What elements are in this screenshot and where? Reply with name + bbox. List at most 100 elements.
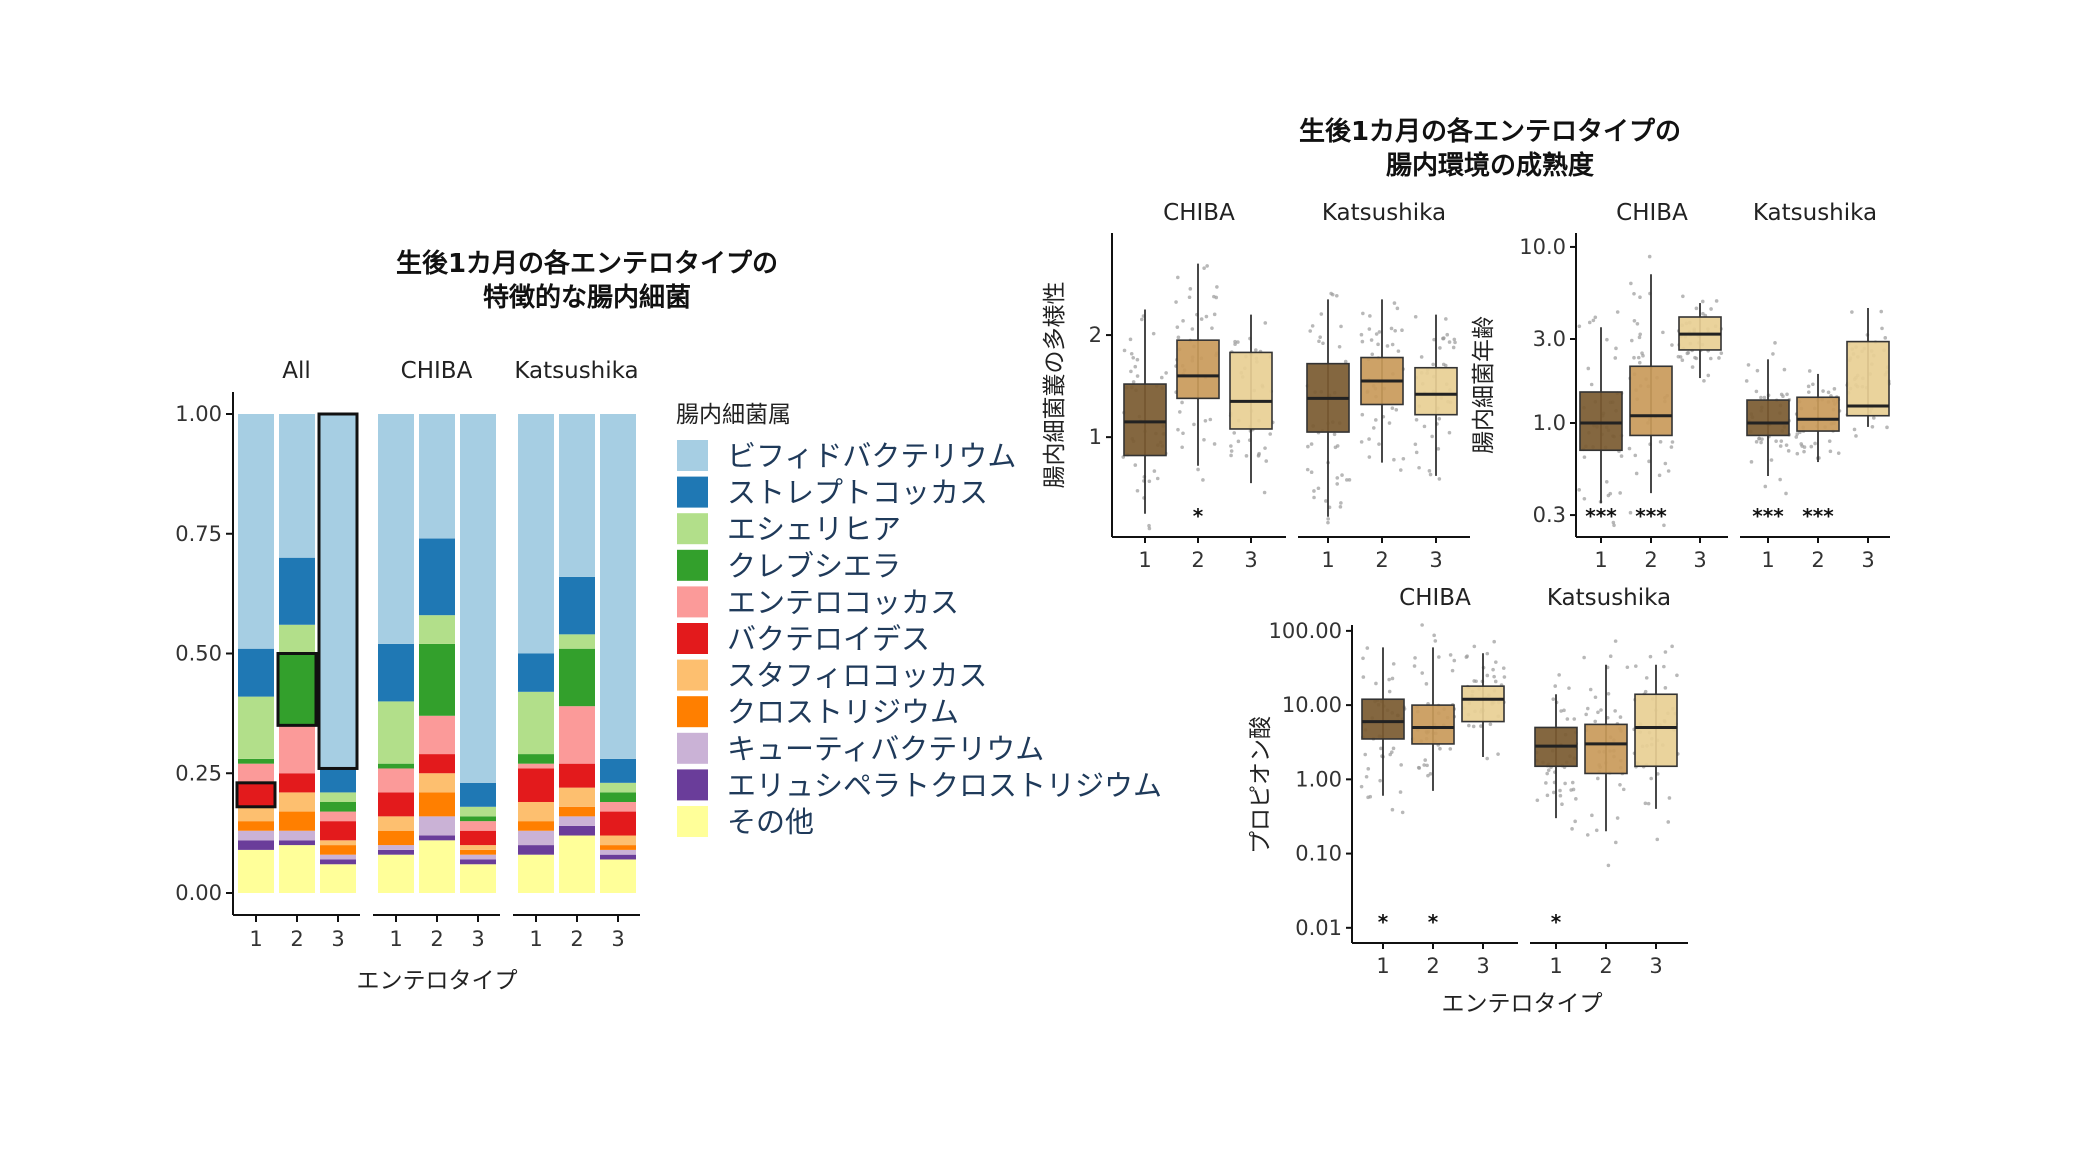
box-jitter-point <box>1643 689 1648 694</box>
box-facet-label: CHIBA <box>1399 585 1471 611</box>
box-jitter-point <box>1544 781 1548 785</box>
bar-segment <box>378 816 414 831</box>
box-jitter-point <box>1661 330 1665 335</box>
legend-label: エリュシペラトクロストリジウム <box>727 768 1162 802</box>
box-jitter-point <box>1147 523 1151 528</box>
box-jitter-point <box>1606 691 1611 696</box>
box-jitter-point <box>1646 801 1651 806</box>
box-jitter-point <box>1178 410 1182 414</box>
box-jitter-point <box>1560 802 1564 806</box>
box-jitter-point <box>1212 442 1217 446</box>
box-jitter-point <box>1700 299 1705 304</box>
bar-segment <box>238 696 274 759</box>
box-jitter-point <box>1413 314 1418 319</box>
box-jitter-point <box>1371 426 1376 430</box>
box-jitter-point <box>1152 469 1157 473</box>
box-jitter-point <box>1852 427 1857 432</box>
box-jitter-point <box>1129 351 1134 356</box>
box-jitter-point <box>1744 379 1749 383</box>
box-jitter-point <box>1666 820 1671 824</box>
box-jitter-point <box>1426 773 1430 778</box>
box-jitter-point <box>1854 434 1858 438</box>
stacked-bar-chart: 0.00 0.25 0.50 0.75 1.00 All 1 2 3 CHIBA 1 2 3 Katsus… <box>175 358 640 994</box>
bar-segment <box>559 634 595 649</box>
bar-segment <box>419 643 455 716</box>
box-jitter-point <box>1377 330 1382 334</box>
box-jitter-point <box>1570 827 1574 831</box>
box-jitter-point <box>1376 342 1380 347</box>
box-jitter-point <box>1850 310 1854 314</box>
bar-segment <box>238 849 274 893</box>
bar-segment <box>279 414 315 558</box>
box-jitter-point <box>1324 499 1328 503</box>
box-jitter-point <box>1400 810 1405 815</box>
box-jitter-point <box>1390 342 1395 347</box>
box-jitter-point <box>1465 654 1469 659</box>
box-jitter-point <box>1147 526 1152 531</box>
box-jitter-point <box>1666 469 1671 473</box>
box-jitter-point <box>1551 697 1556 701</box>
box-jitter-point <box>1827 439 1832 443</box>
box-jitter-point <box>1649 776 1653 781</box>
bar-facet-label: Katsushika <box>514 358 638 384</box>
box-jitter-point <box>1347 478 1352 482</box>
box-jitter-point <box>1591 318 1596 323</box>
box-jitter-point <box>1133 364 1138 369</box>
box-jitter-point <box>1836 451 1841 455</box>
box-jitter-point <box>1634 471 1639 476</box>
bar-segment <box>378 701 414 764</box>
box-jitter-point <box>1717 356 1721 360</box>
box-jitter-point <box>1709 307 1713 311</box>
box-y-axis-label: 腸内細菌年齢 <box>1471 316 1497 454</box>
boxplot-charts: 1 2 腸内細菌叢の多様性 CHIBA 1 * 2 3 Katsushika 1 2 3 0.3 1.0 3… <box>1042 200 1891 1017</box>
box-jitter-point <box>1316 486 1321 491</box>
box-jitter-point <box>1425 763 1429 768</box>
box-jitter-point <box>1608 654 1613 659</box>
box-jitter-point <box>1596 776 1600 781</box>
box-jitter-point <box>1433 639 1438 643</box>
box-jitter-point <box>1821 389 1825 393</box>
box-jitter-point <box>1337 344 1342 349</box>
legend-swatch <box>677 696 708 728</box>
box-jitter-point <box>1361 311 1365 316</box>
bar-x-tick-label: 3 <box>611 927 624 951</box>
box-jitter-point <box>1338 505 1343 509</box>
box-jitter-point <box>1577 324 1582 329</box>
box-jitter-point <box>1784 491 1788 496</box>
box-jitter-point <box>1309 442 1314 446</box>
bar-x-tick-label: 2 <box>430 927 443 951</box>
bar-segment <box>600 801 636 812</box>
box-iqr <box>1361 698 1405 740</box>
box-jitter-point <box>1180 400 1184 405</box>
legend-title: 腸内細菌属 <box>676 402 791 428</box>
box-jitter-point <box>1870 424 1875 429</box>
box-iqr <box>1634 693 1678 768</box>
box-jitter-point <box>1632 292 1636 296</box>
box-jitter-point <box>1680 358 1685 362</box>
box-jitter-point <box>1590 813 1594 818</box>
box-jitter-point <box>1236 340 1240 344</box>
box-jitter-point <box>1450 668 1455 673</box>
box-jitter-point <box>1360 339 1365 344</box>
box-jitter-point <box>1582 496 1587 501</box>
box-jitter-point <box>1181 431 1185 436</box>
box-jitter-point <box>1374 681 1378 686</box>
box-jitter-point <box>1192 422 1196 427</box>
box-jitter-point <box>1784 443 1789 447</box>
box-jitter-point <box>1828 449 1833 454</box>
box-x-tick-label: 3 <box>1429 548 1442 572</box>
legend-label: その他 <box>727 805 814 839</box>
box-iqr <box>1629 365 1673 437</box>
box-jitter-point <box>1263 321 1268 325</box>
box-jitter-point <box>1612 523 1616 528</box>
box-jitter-point <box>1553 684 1558 688</box>
box-jitter-point <box>1806 390 1811 394</box>
box-facet-label: CHIBA <box>1163 200 1235 226</box>
bar-segment <box>378 845 414 850</box>
bar-segment <box>559 806 595 817</box>
box-jitter-point <box>1872 416 1876 420</box>
box-jitter-point <box>1779 439 1784 443</box>
box-jitter-point <box>1254 348 1258 352</box>
box-jitter-point <box>1582 655 1586 660</box>
bar-segment <box>600 758 636 783</box>
